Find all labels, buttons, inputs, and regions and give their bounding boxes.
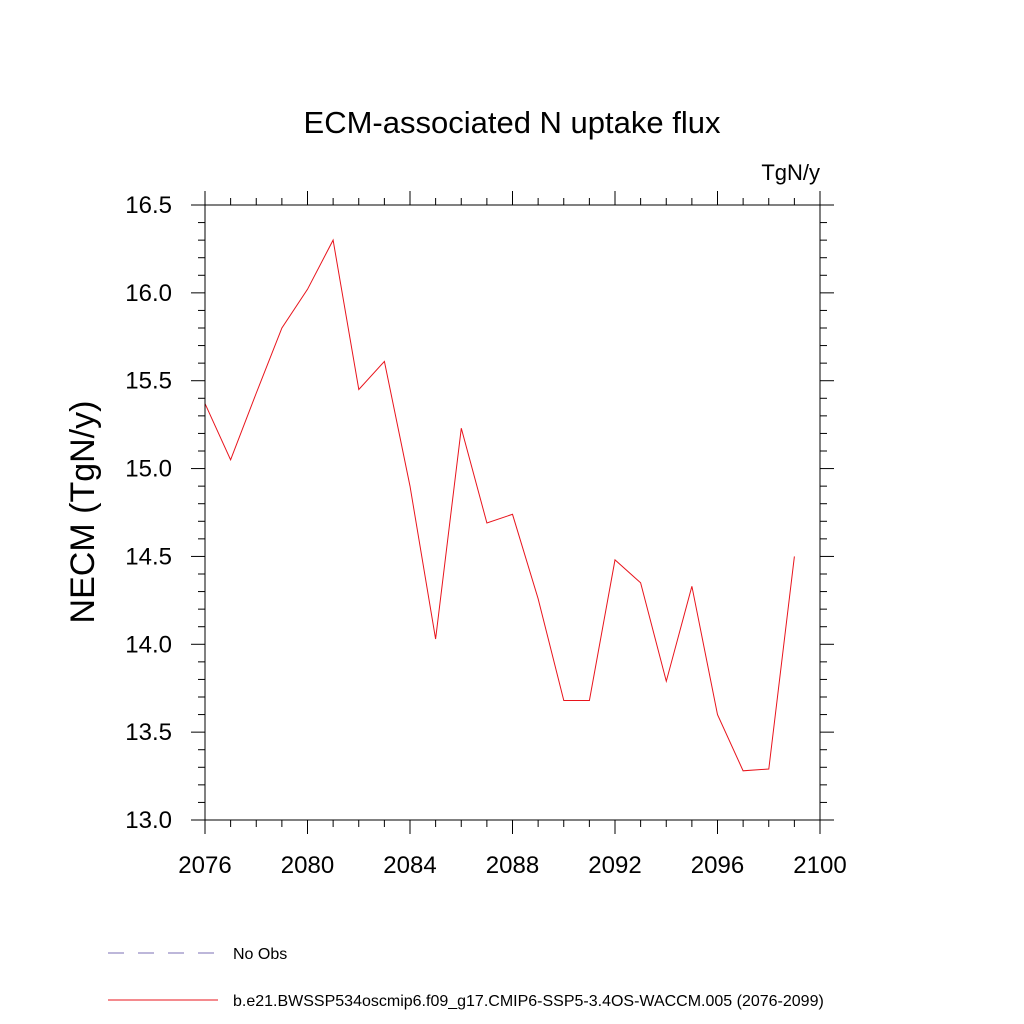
plot-frame bbox=[204, 204, 821, 821]
legend-label-no-obs: No Obs bbox=[233, 946, 287, 963]
x-tick-label: 2092 bbox=[588, 852, 641, 879]
legend: No Obs b.e21.BWSSP534oscmip6.f09_g17.CMI… bbox=[108, 946, 824, 1010]
axis-tick-labels: 2076 2080 2084 2088 2092 2096 2100 13.0 13.5 14.0… bbox=[125, 192, 846, 879]
series-lines bbox=[204, 238, 795, 772]
axis-ticks bbox=[191, 191, 834, 834]
y-tick-label: 15.0 bbox=[125, 456, 172, 483]
x-tick-label: 2076 bbox=[178, 852, 231, 879]
y-tick-label: 13.0 bbox=[125, 807, 172, 834]
y-tick-label: 14.5 bbox=[125, 543, 172, 570]
y-tick-label: 13.5 bbox=[125, 719, 172, 746]
series-line bbox=[204, 238, 795, 772]
y-tick-label: 16.0 bbox=[125, 280, 172, 307]
units-label: TgN/y bbox=[761, 160, 820, 185]
x-tick-label: 2096 bbox=[691, 852, 744, 879]
y-tick-label: 14.0 bbox=[125, 631, 172, 658]
legend-label-model: b.e21.BWSSP534oscmip6.f09_g17.CMIP6-SSP5… bbox=[233, 993, 824, 1010]
chart-title: ECM-associated N uptake flux bbox=[304, 105, 721, 140]
x-tick-label: 2088 bbox=[486, 852, 539, 879]
x-tick-label: 2080 bbox=[281, 852, 334, 879]
x-tick-label: 2100 bbox=[793, 852, 846, 879]
y-axis-label: NECM (TgN/y) bbox=[64, 401, 102, 624]
y-tick-label: 15.5 bbox=[125, 368, 172, 395]
x-tick-label: 2084 bbox=[383, 852, 436, 879]
y-tick-label: 16.5 bbox=[125, 192, 172, 219]
